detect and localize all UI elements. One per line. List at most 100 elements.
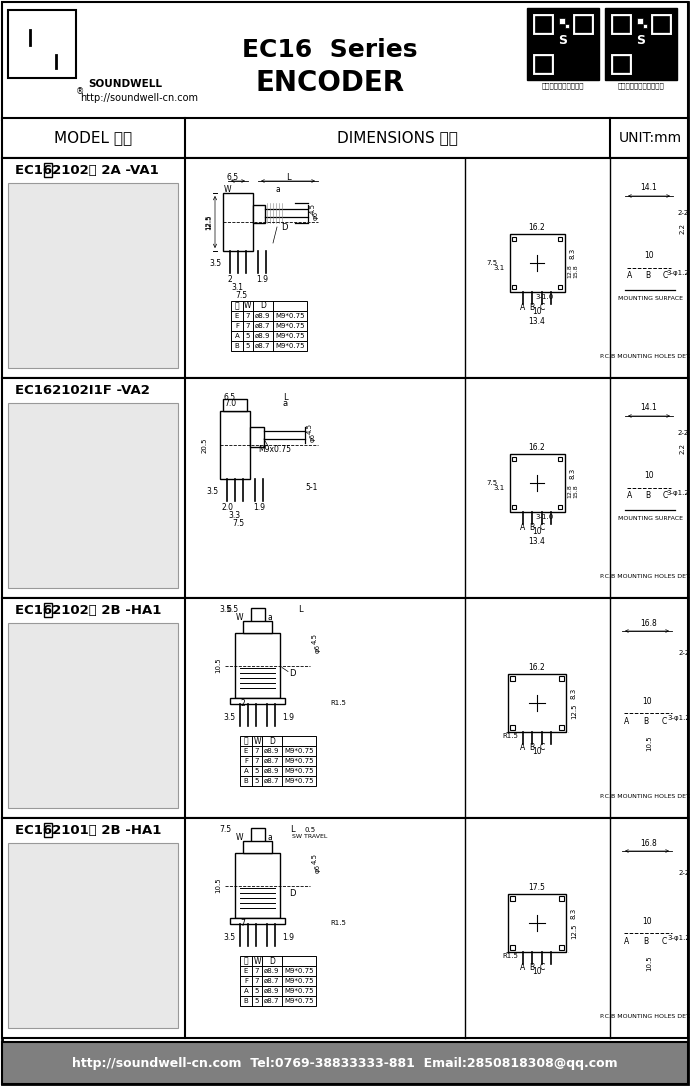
Text: 企业微信，扫码有惊喜: 企业微信，扫码有惊喜: [542, 83, 584, 89]
Text: 3-φ1.2: 3-φ1.2: [668, 935, 690, 940]
Text: A: A: [627, 272, 633, 280]
Bar: [509, 725, 515, 731]
Text: B: B: [644, 718, 649, 727]
Bar: [558, 286, 562, 289]
Circle shape: [660, 929, 668, 937]
Text: SOUNDWELL: SOUNDWELL: [88, 79, 162, 89]
Bar: [2, 157, 688, 378]
Text: 5: 5: [246, 333, 250, 339]
Bar: [509, 675, 515, 681]
Text: 10: 10: [532, 747, 542, 757]
Text: C: C: [540, 523, 544, 532]
Bar: [508, 894, 566, 952]
Bar: [223, 399, 247, 411]
Bar: [8, 403, 178, 588]
Text: ø8.7: ø8.7: [264, 778, 279, 784]
Bar: [575, 16, 591, 31]
Bar: [240, 967, 316, 976]
Text: 14.1: 14.1: [640, 184, 658, 192]
Circle shape: [626, 709, 634, 717]
Text: M9*0.75: M9*0.75: [284, 998, 314, 1003]
Text: 6.5: 6.5: [224, 392, 236, 402]
Text: 10.5: 10.5: [646, 735, 652, 750]
Text: C: C: [662, 272, 668, 280]
Bar: [643, 24, 647, 28]
Bar: [558, 237, 562, 241]
Text: L: L: [286, 174, 290, 182]
Bar: [240, 956, 316, 967]
Text: A: A: [235, 333, 239, 339]
Text: 7: 7: [241, 919, 246, 927]
Text: ø8.9: ø8.9: [264, 748, 279, 754]
Text: 升威官网，发现更多产品: 升威官网，发现更多产品: [618, 83, 664, 89]
Text: 10: 10: [532, 968, 542, 976]
Bar: [558, 505, 562, 509]
Circle shape: [526, 252, 548, 274]
Bar: [610, 13, 632, 35]
Text: a: a: [275, 185, 280, 193]
Text: M9*0.75: M9*0.75: [275, 323, 305, 329]
Bar: [2, 118, 688, 157]
Text: ®: ®: [76, 88, 84, 97]
Text: 3-φ1.2: 3-φ1.2: [668, 715, 690, 721]
Text: A: A: [520, 523, 526, 532]
Bar: [230, 918, 285, 924]
Text: 13.4: 13.4: [529, 317, 545, 327]
Text: M9*0.75: M9*0.75: [275, 333, 305, 339]
Text: 8.3: 8.3: [569, 467, 575, 479]
Circle shape: [645, 264, 653, 272]
Bar: [509, 896, 515, 900]
Text: P.C.B MOUNTING HOLES DETAIL: P.C.B MOUNTING HOLES DETAIL: [600, 794, 690, 798]
Bar: [637, 18, 643, 24]
Text: E: E: [244, 748, 248, 754]
Text: ø8.7: ø8.7: [264, 998, 279, 1003]
Bar: [253, 205, 265, 223]
Text: EC162101␂ 2B -HA1: EC162101␂ 2B -HA1: [15, 823, 161, 836]
Text: B: B: [644, 937, 649, 947]
Text: 16.2: 16.2: [529, 224, 545, 232]
Text: 7: 7: [255, 748, 259, 754]
Text: 0.5: 0.5: [304, 828, 315, 833]
Bar: [560, 675, 564, 681]
Text: C: C: [540, 303, 544, 313]
Text: B: B: [645, 272, 651, 280]
Text: φ6: φ6: [315, 863, 321, 872]
Text: R1.5: R1.5: [330, 700, 346, 706]
Bar: [250, 427, 264, 447]
Text: A: A: [520, 303, 526, 313]
Bar: [558, 456, 562, 460]
Bar: [231, 321, 307, 331]
Text: M9x0.75: M9x0.75: [259, 444, 291, 454]
Text: D: D: [269, 736, 275, 745]
Text: 3-φ1.2: 3-φ1.2: [667, 270, 689, 276]
Text: ø8.9: ø8.9: [264, 988, 279, 994]
Bar: [512, 505, 516, 509]
Text: EC162102␂ 2A -VA1: EC162102␂ 2A -VA1: [15, 164, 159, 177]
Bar: [8, 623, 178, 808]
Text: M9*0.75: M9*0.75: [284, 988, 314, 994]
Text: L: L: [290, 825, 295, 834]
Text: ø8.7: ø8.7: [255, 343, 270, 349]
Text: 7: 7: [255, 758, 259, 763]
Bar: [509, 946, 515, 950]
Text: 10: 10: [532, 307, 542, 316]
Bar: [43, 603, 52, 617]
Text: C: C: [662, 937, 667, 947]
Text: 2.2: 2.2: [680, 442, 686, 454]
Text: 3.5: 3.5: [223, 714, 235, 722]
Text: 7.5: 7.5: [219, 825, 231, 834]
Bar: [243, 841, 272, 853]
Text: S: S: [558, 34, 567, 47]
Text: 12.5: 12.5: [571, 923, 577, 938]
Bar: [653, 16, 669, 31]
Bar: [512, 456, 516, 460]
Text: 12.5: 12.5: [571, 704, 577, 719]
Text: 12.5: 12.5: [205, 214, 211, 230]
Text: 3-φ1.2: 3-φ1.2: [667, 490, 689, 496]
Text: W: W: [236, 833, 244, 843]
Bar: [560, 896, 564, 900]
Text: 2: 2: [228, 275, 233, 283]
Text: D: D: [269, 957, 275, 965]
Text: 3-1.0: 3-1.0: [536, 514, 554, 520]
Text: ø8.9: ø8.9: [255, 333, 270, 339]
